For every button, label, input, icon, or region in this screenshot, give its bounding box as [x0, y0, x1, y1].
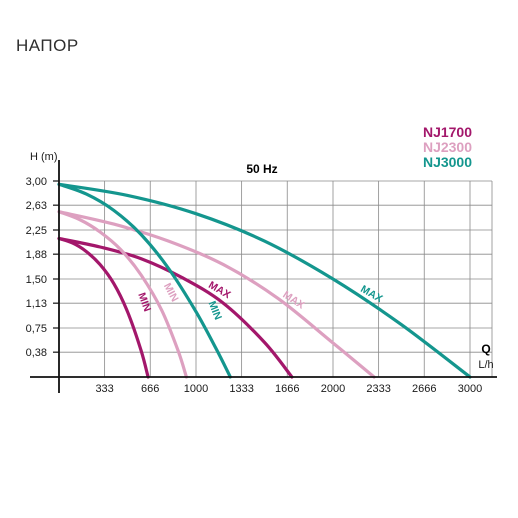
- y-tick-label: 1,88: [26, 249, 47, 261]
- series-line-nj1700-max: [57, 236, 294, 379]
- series-line-nj2300-min: [57, 210, 188, 379]
- y-axis-label: H (m): [30, 151, 58, 163]
- legend-item-nj2300: NJ2300: [423, 139, 472, 155]
- series-line-nj3000-max: [57, 182, 472, 379]
- series-line-nj1700-min: [57, 236, 150, 379]
- series-line-nj2300-max: [57, 210, 376, 379]
- x-tick-label: 1666: [275, 383, 299, 395]
- x-tick-label: 333: [95, 383, 113, 395]
- y-tick-label: 2,63: [26, 200, 47, 212]
- grid: [59, 180, 493, 377]
- x-tick-label: 2666: [412, 383, 436, 395]
- x-tick-label: 2333: [366, 383, 390, 395]
- page-title: НАПОР: [16, 36, 79, 55]
- x-tick-label: 2000: [321, 383, 345, 395]
- axes: [30, 160, 497, 393]
- y-tick-label: 0,75: [26, 323, 47, 335]
- x-tick-label: 3000: [458, 383, 482, 395]
- legend-item-nj3000: NJ3000: [423, 154, 472, 170]
- x-tick-label: 1333: [229, 383, 253, 395]
- y-tick-label: 2,25: [26, 225, 47, 237]
- x-tick-label: 1000: [184, 383, 208, 395]
- curves: [57, 182, 472, 379]
- x-axis-label: Q: [481, 342, 490, 356]
- y-tick-label: 1,13: [26, 298, 47, 310]
- tick-labels: 333 666 1000 1333 1666 2000 2333 2666 3000 0,38 0,…: [26, 176, 483, 395]
- series-line-nj3000-min: [57, 182, 232, 379]
- y-tick-label: 3,00: [26, 176, 47, 188]
- chart-title: 50 Hz: [246, 162, 277, 176]
- x-axis-unit: L/h: [478, 359, 493, 371]
- legend-item-nj1700: NJ1700: [423, 124, 472, 140]
- y-tick-label: 0,38: [26, 347, 47, 359]
- y-tick-label: 1,50: [26, 274, 47, 286]
- curve-label-nj1700-max: MAX: [206, 279, 232, 301]
- x-tick-label: 666: [141, 383, 159, 395]
- curve-label-nj2300-max: MAX: [280, 289, 306, 312]
- curve-label-nj3000-max: MAX: [358, 283, 384, 305]
